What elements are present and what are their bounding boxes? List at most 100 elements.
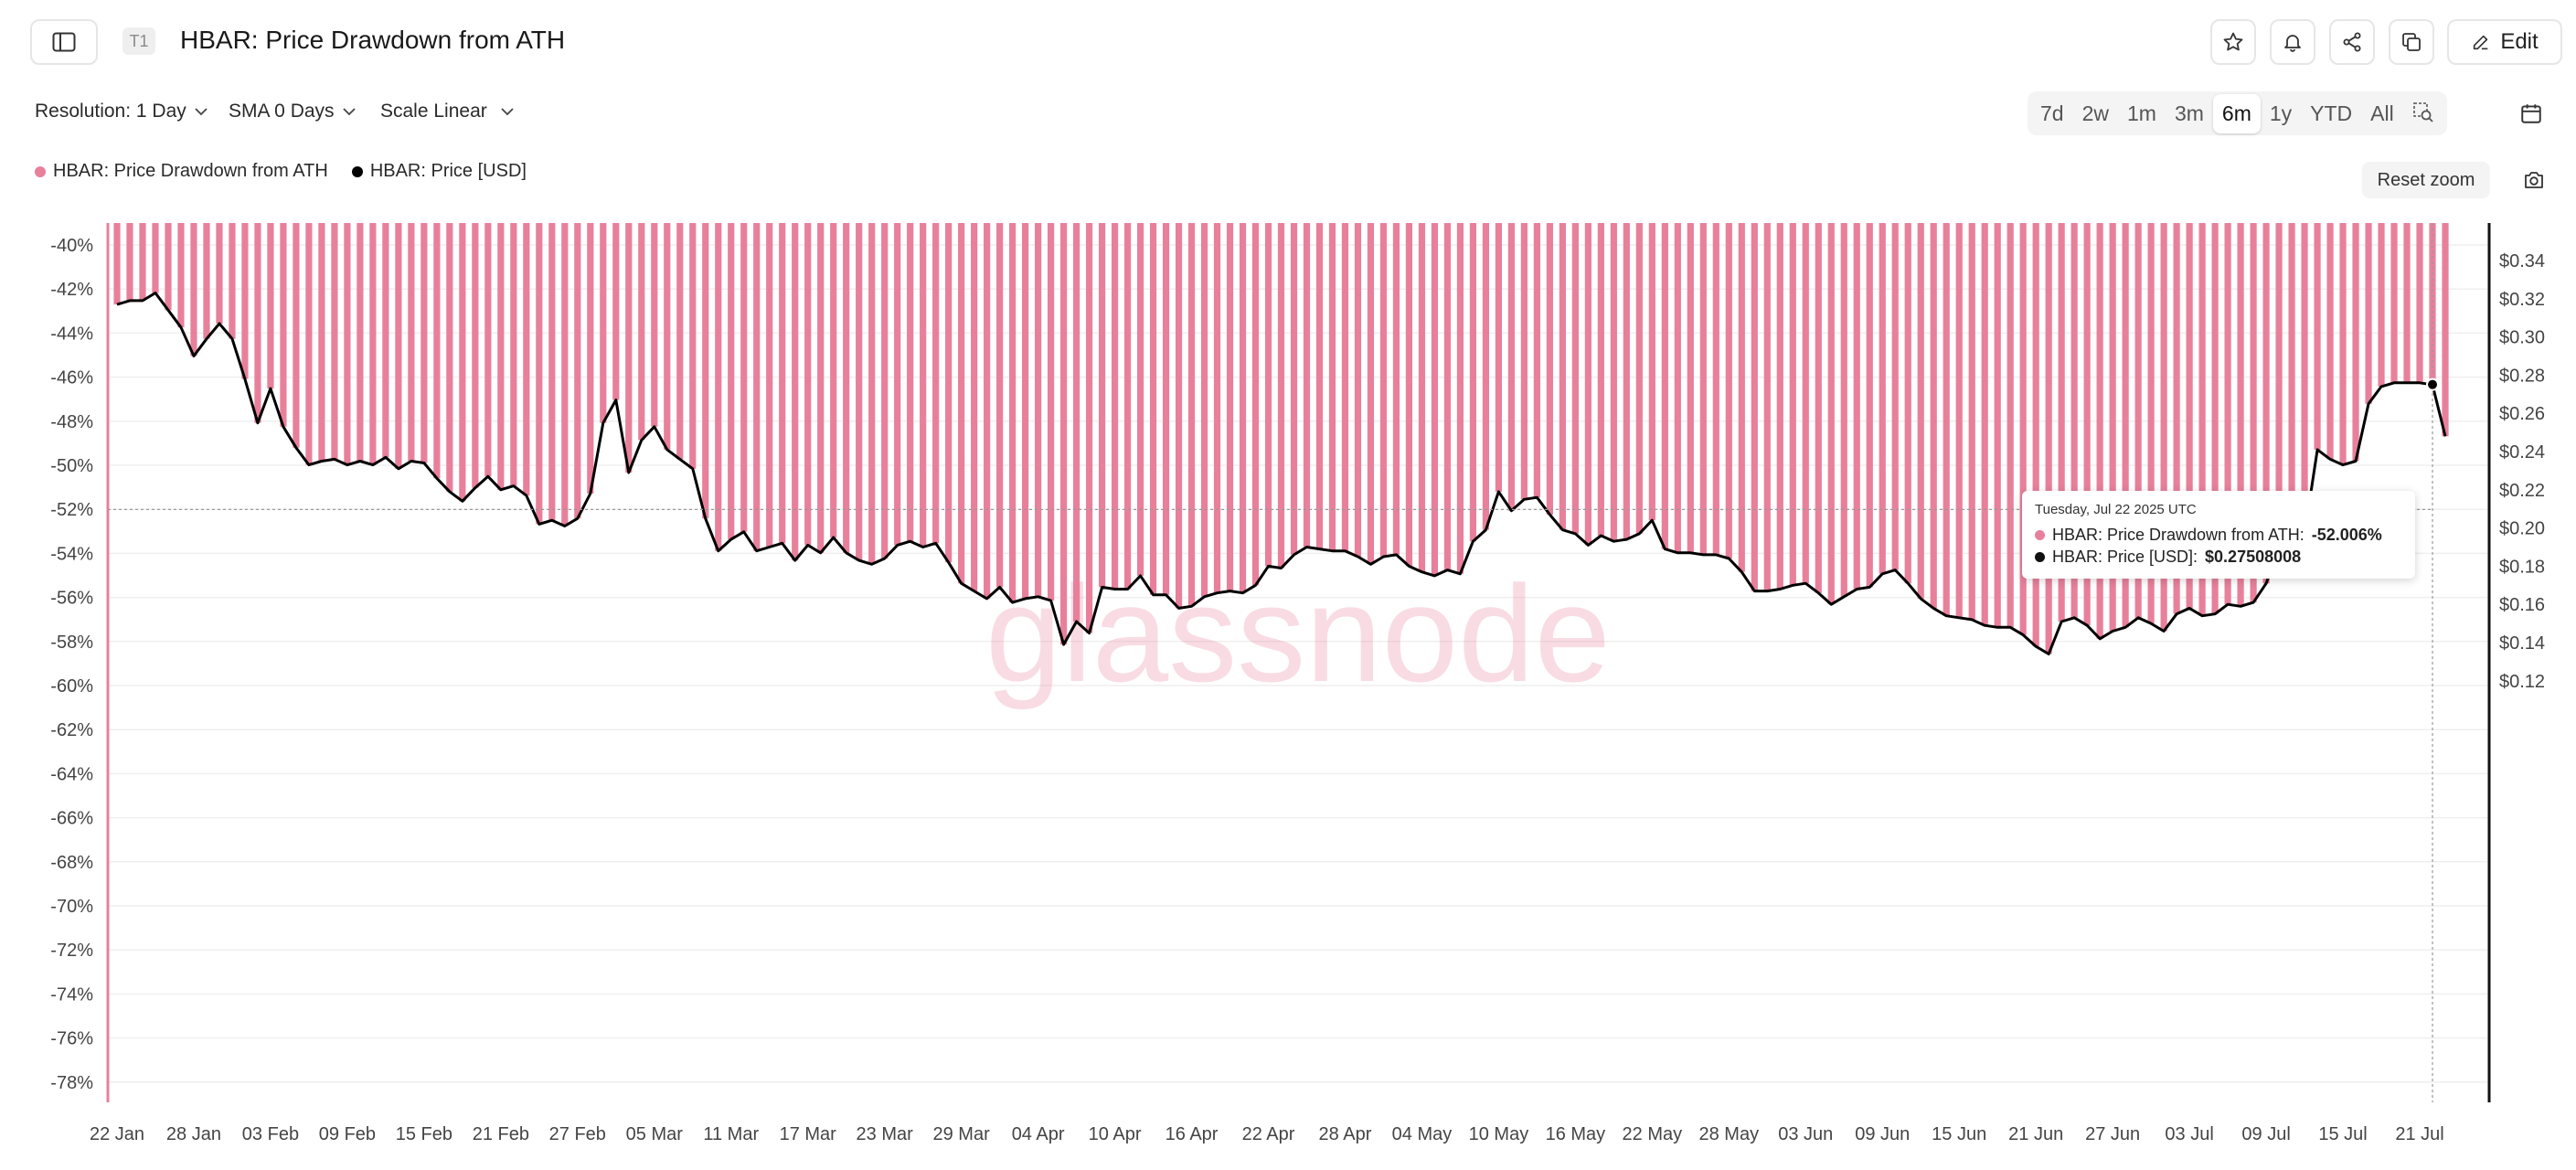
drawdown-bar bbox=[1111, 223, 1119, 590]
x-tick-label: 28 May bbox=[1699, 1124, 1760, 1144]
drawdown-bar bbox=[216, 223, 223, 324]
drawdown-bar bbox=[2275, 223, 2283, 549]
drawdown-bar bbox=[1379, 223, 1388, 557]
sma-select[interactable]: SMA 0 Days bbox=[229, 101, 357, 122]
drawdown-bar bbox=[830, 223, 837, 538]
sidebar-toggle-button[interactable] bbox=[30, 19, 98, 65]
drawdown-bar bbox=[2224, 223, 2231, 605]
drawdown-bar bbox=[2250, 223, 2257, 603]
legend-item-drawdown[interactable]: HBAR: Price Drawdown from ATH bbox=[35, 161, 328, 182]
drawdown-bar bbox=[1251, 223, 1260, 586]
drawdown-bar bbox=[177, 223, 185, 328]
reset-zoom-button[interactable]: Reset zoom bbox=[2362, 162, 2490, 198]
drawdown-bar bbox=[1802, 223, 1809, 584]
drawdown-bar bbox=[1290, 223, 1298, 555]
share-button[interactable] bbox=[2329, 19, 2375, 65]
share-icon bbox=[2343, 32, 2361, 52]
drawdown-bar bbox=[1699, 223, 1707, 555]
drawdown-bar bbox=[2416, 223, 2423, 383]
drawdown-bar bbox=[1981, 223, 1988, 626]
x-tick-label: 16 Apr bbox=[1166, 1124, 1219, 1144]
edit-label: Edit bbox=[2500, 29, 2539, 54]
tooltip-row-price: HBAR: Price [USD]: $0.27508008 bbox=[2035, 548, 2301, 567]
drawdown-bar bbox=[1968, 223, 1975, 620]
drawdown-bar bbox=[1687, 223, 1694, 553]
drawdown-bar bbox=[420, 223, 428, 463]
range-1m[interactable]: 1m bbox=[2127, 101, 2156, 125]
drawdown-bar bbox=[523, 223, 530, 496]
x-tick-label: 10 Apr bbox=[1089, 1124, 1142, 1144]
range-7d[interactable]: 7d bbox=[2040, 101, 2064, 125]
drawdown-bar bbox=[1443, 223, 1452, 570]
drawdown-bar bbox=[1815, 223, 1822, 593]
drawdown-bar bbox=[1866, 223, 1873, 588]
bell-icon bbox=[2284, 35, 2301, 52]
tooltip-label-price: HBAR: Price [USD]: bbox=[2052, 548, 2198, 566]
x-tick-label: 28 Jan bbox=[166, 1124, 221, 1144]
drawdown-bar bbox=[2147, 223, 2155, 624]
drawdown-bar bbox=[1789, 223, 1796, 586]
hover-point bbox=[2426, 378, 2440, 391]
drawdown-bar bbox=[2429, 223, 2436, 385]
alert-button[interactable] bbox=[2270, 19, 2315, 65]
tooltip-label-drawdown: HBAR: Price Drawdown from ATH: bbox=[2052, 526, 2305, 544]
drawdown-bar bbox=[2070, 223, 2078, 618]
favorite-button[interactable] bbox=[2210, 19, 2256, 65]
x-tick-label: 09 Feb bbox=[319, 1124, 376, 1144]
screenshot-button[interactable] bbox=[2516, 162, 2552, 198]
y-left-tick-label: -52% bbox=[50, 500, 93, 520]
drawdown-bar bbox=[1879, 223, 1886, 574]
drawdown-bar bbox=[484, 223, 492, 477]
duplicate-button[interactable] bbox=[2389, 19, 2434, 65]
y-right-tick-label: $0.14 bbox=[2499, 633, 2545, 654]
resolution-select[interactable]: Resolution: 1 Day bbox=[35, 101, 208, 122]
y-left-tick-label: -76% bbox=[50, 1029, 93, 1049]
x-tick-label: 09 Jun bbox=[1855, 1124, 1910, 1144]
range-3m[interactable]: 3m bbox=[2174, 101, 2204, 125]
drawdown-bar bbox=[536, 223, 543, 525]
calendar-button[interactable] bbox=[2509, 91, 2553, 135]
scale-select[interactable]: Scale Linear bbox=[380, 101, 515, 122]
drawdown-bar bbox=[1955, 223, 1963, 618]
drawdown-bar bbox=[1022, 223, 1029, 599]
drawdown-bar bbox=[1930, 223, 1937, 609]
drawdown-bar bbox=[881, 223, 889, 559]
drawdown-bar bbox=[1597, 223, 1604, 536]
range-all[interactable]: All bbox=[2370, 101, 2394, 125]
legend-label-drawdown: HBAR: Price Drawdown from ATH bbox=[53, 161, 328, 181]
chevron-down-icon bbox=[501, 108, 514, 116]
drawdown-bar bbox=[1098, 223, 1106, 588]
drawdown-bar bbox=[318, 223, 325, 462]
zoom-select-button[interactable] bbox=[2403, 94, 2443, 133]
y-right-tick-label: $0.34 bbox=[2499, 251, 2545, 271]
x-tick-label: 10 May bbox=[1469, 1124, 1529, 1144]
x-tick-label: 22 Apr bbox=[1242, 1124, 1295, 1144]
drawdown-bar bbox=[1264, 223, 1272, 567]
drawdown-bar bbox=[2326, 223, 2334, 460]
range-2w[interactable]: 2w bbox=[2081, 101, 2109, 125]
drawdown-bar bbox=[1469, 223, 1477, 542]
edit-button[interactable]: Edit bbox=[2447, 19, 2562, 65]
legend-item-price[interactable]: HBAR: Price [USD] bbox=[351, 161, 527, 182]
drawdown-bar bbox=[2352, 223, 2359, 462]
drawdown-bar bbox=[1213, 223, 1221, 593]
drawdown-bar bbox=[1405, 223, 1413, 567]
drawdown-bar bbox=[1853, 223, 1860, 590]
y-left-tick-label: -72% bbox=[50, 941, 93, 961]
range-6m[interactable]: 6m bbox=[2212, 93, 2261, 133]
drawdown-bar bbox=[190, 223, 197, 356]
drawdown-bar bbox=[843, 223, 850, 553]
star-icon bbox=[2223, 32, 2243, 51]
drawdown-bar bbox=[408, 223, 415, 462]
drawdown-bar bbox=[2122, 223, 2129, 628]
pencil-icon bbox=[2474, 35, 2488, 50]
drawdown-bar bbox=[2237, 223, 2244, 607]
drawdown-bar bbox=[165, 223, 172, 311]
drawdown-bar bbox=[203, 223, 210, 339]
range-ytd[interactable]: YTD bbox=[2310, 101, 2353, 125]
drawdown-bar bbox=[2288, 223, 2295, 542]
drawdown-bar bbox=[1635, 223, 1643, 534]
drawdown-bar bbox=[907, 223, 914, 542]
drawdown-bar bbox=[996, 223, 1004, 588]
range-1y[interactable]: 1y bbox=[2269, 101, 2293, 125]
